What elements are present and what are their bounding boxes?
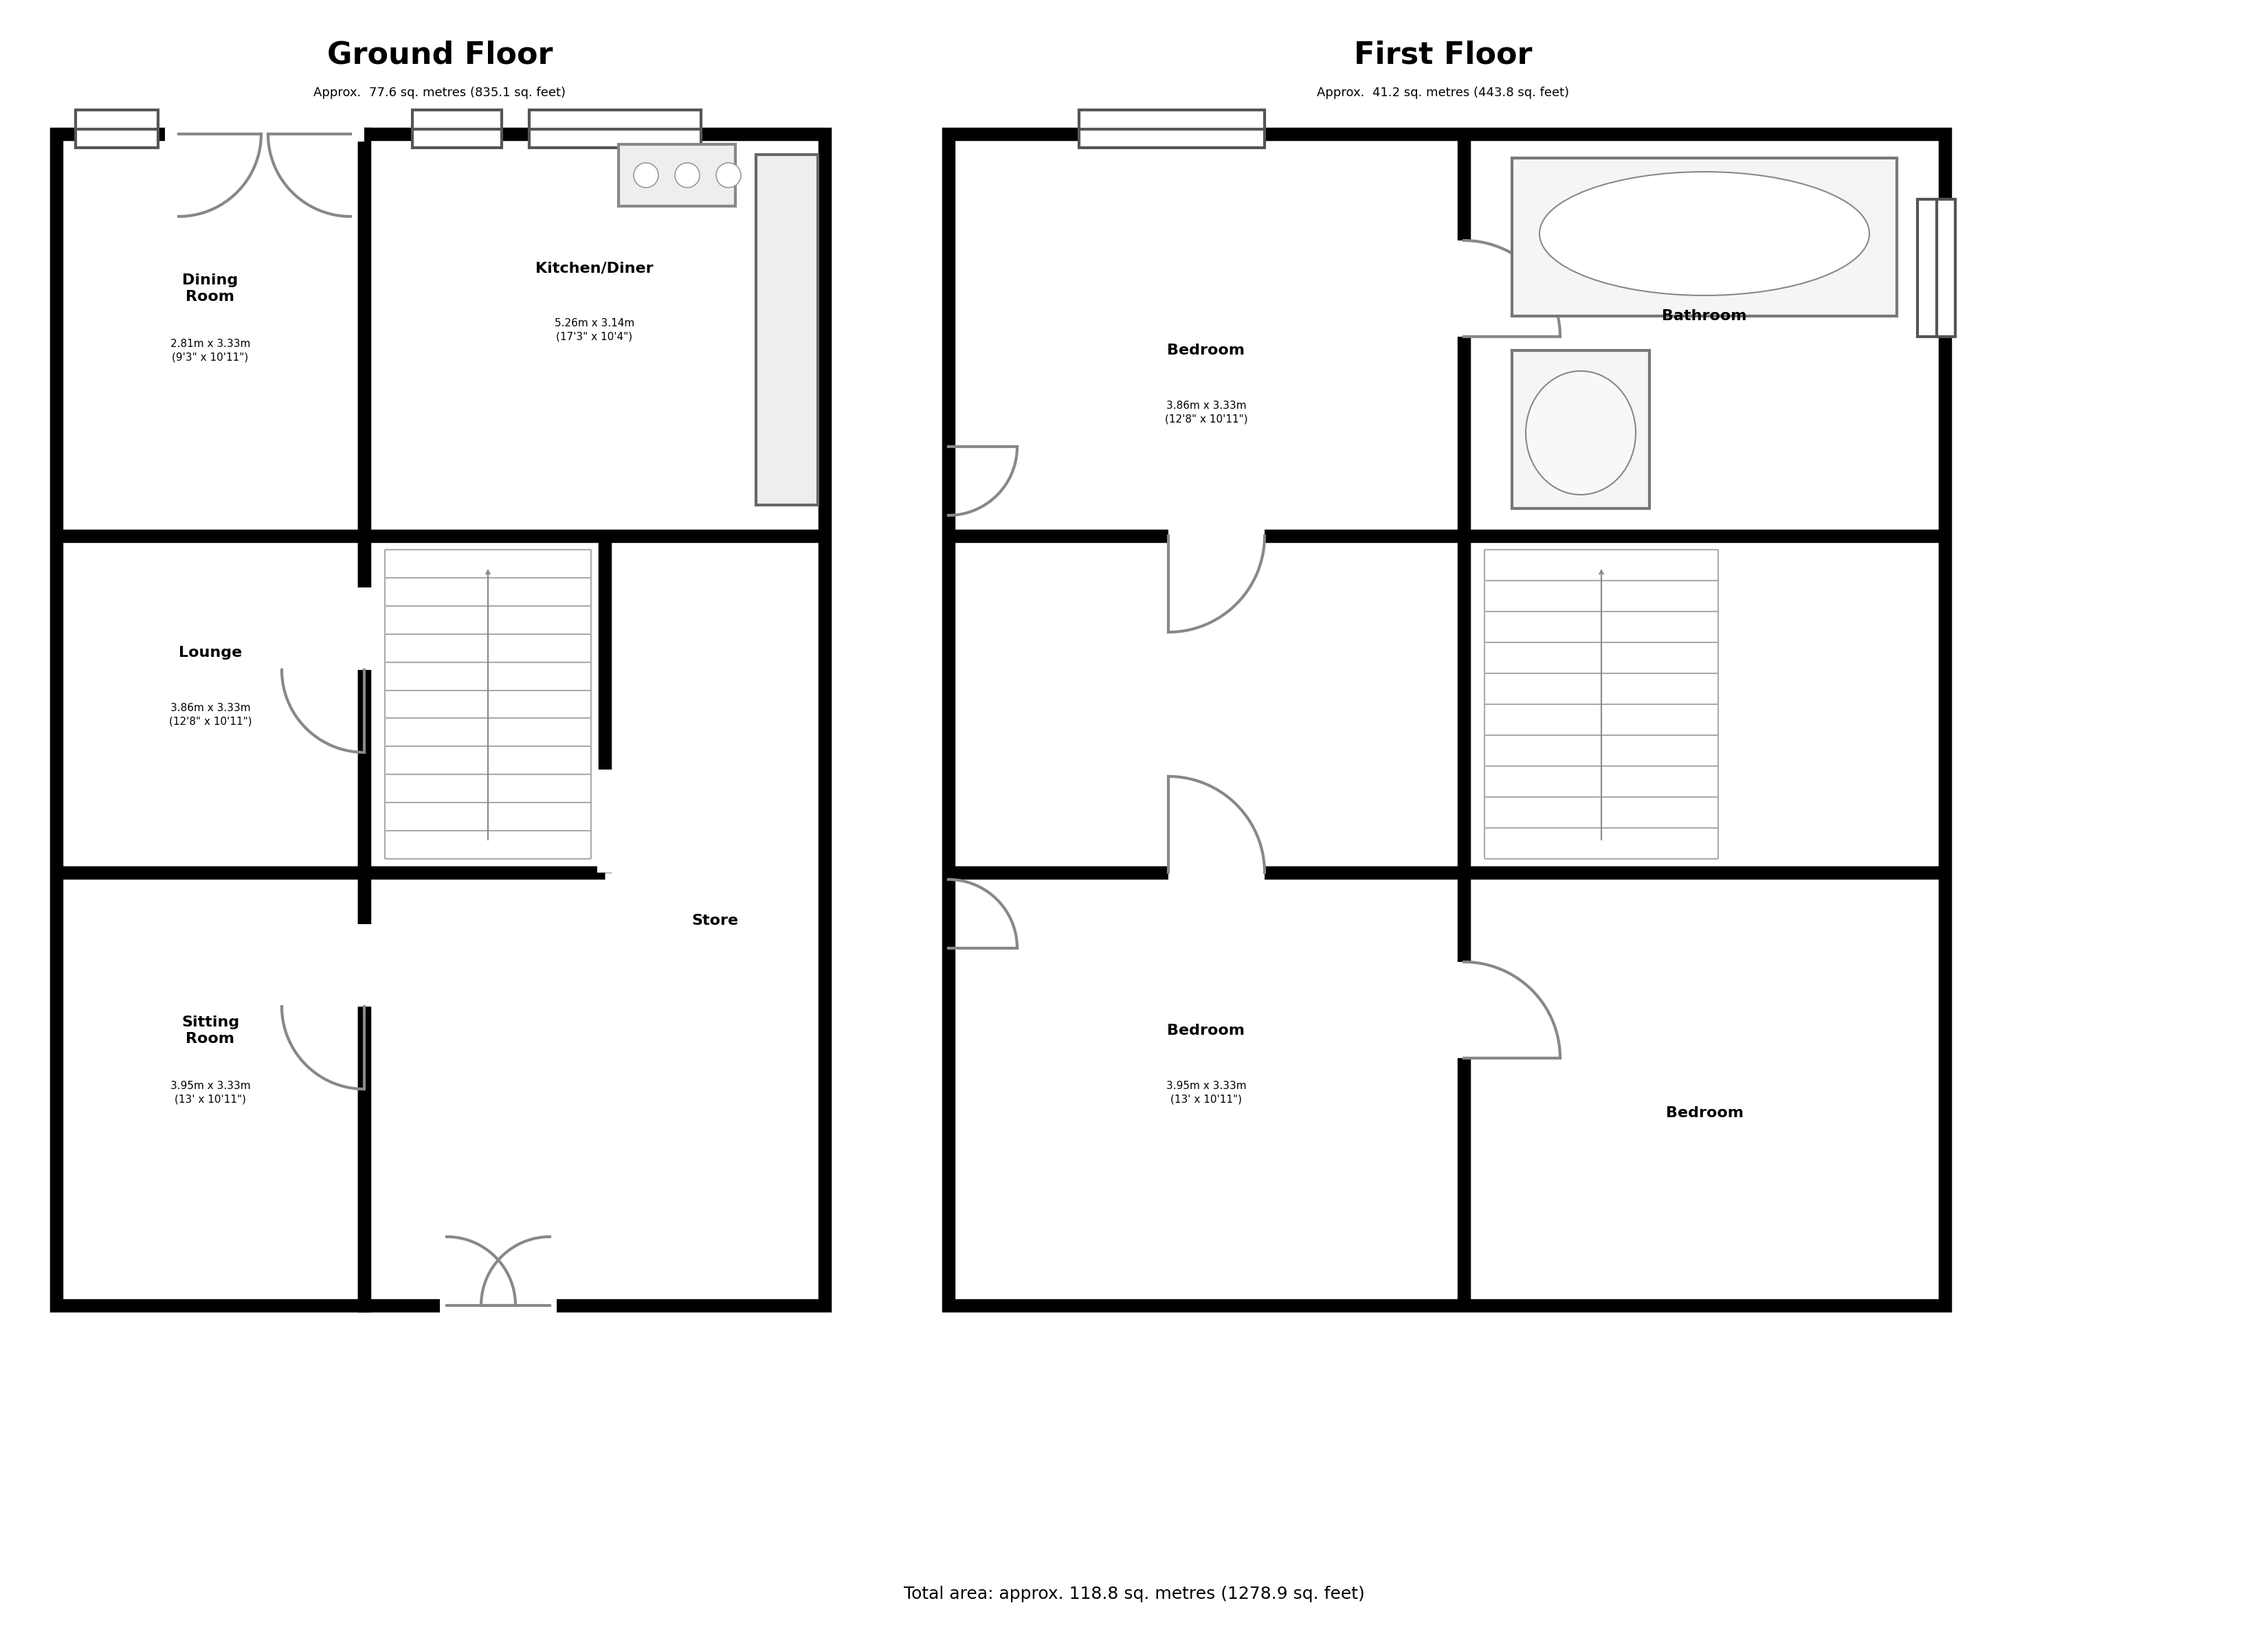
Bar (1513, 158, 1896, 317)
Text: Bathroom: Bathroom (1662, 310, 1746, 323)
Ellipse shape (1526, 371, 1635, 495)
Bar (1513, 350, 1649, 508)
Bar (75, 110, 159, 148)
Bar (413, 110, 501, 148)
Text: Bedroom: Bedroom (1168, 1024, 1245, 1037)
Text: Total area: approx. 118.8 sq. metres (1278.9 sq. feet): Total area: approx. 118.8 sq. metres (12… (903, 1586, 1365, 1603)
Text: Lounge: Lounge (179, 646, 243, 660)
Bar (755, 155, 819, 505)
Text: Kitchen/Diner: Kitchen/Diner (535, 261, 653, 275)
Text: Approx.  41.2 sq. metres (443.8 sq. feet): Approx. 41.2 sq. metres (443.8 sq. feet) (1318, 86, 1569, 99)
Circle shape (633, 163, 658, 188)
Text: 2.81m x 3.33m
(9'3" x 10'11"): 2.81m x 3.33m (9'3" x 10'11") (170, 338, 249, 363)
Circle shape (676, 163, 699, 188)
Text: Bedroom: Bedroom (1168, 343, 1245, 358)
Text: First Floor: First Floor (1354, 40, 1533, 69)
Ellipse shape (1540, 171, 1869, 295)
Text: Approx.  77.6 sq. metres (835.1 sq. feet): Approx. 77.6 sq. metres (835.1 sq. feet) (313, 86, 567, 99)
Text: 5.26m x 3.14m
(17'3" x 10'4"): 5.26m x 3.14m (17'3" x 10'4") (556, 318, 635, 341)
Text: Bedroom: Bedroom (1665, 1106, 1744, 1120)
Text: Ground Floor: Ground Floor (327, 40, 553, 69)
Text: 3.86m x 3.33m
(12'8" x 10'11"): 3.86m x 3.33m (12'8" x 10'11") (168, 702, 252, 727)
Text: 3.95m x 3.33m
(13' x 10'11"): 3.95m x 3.33m (13' x 10'11") (1166, 1080, 1245, 1105)
Text: 3.86m x 3.33m
(12'8" x 10'11"): 3.86m x 3.33m (12'8" x 10'11") (1166, 401, 1247, 424)
Text: Dining
Room: Dining Room (181, 274, 238, 303)
Circle shape (717, 163, 742, 188)
Text: 3.95m x 3.33m
(13' x 10'11"): 3.95m x 3.33m (13' x 10'11") (170, 1080, 249, 1105)
Bar (528, 110, 701, 148)
Bar (1080, 110, 1266, 148)
Bar (365, 134, 826, 1306)
Bar (948, 134, 1946, 1306)
Text: Store: Store (692, 914, 737, 927)
Bar (57, 134, 365, 1306)
Bar (1916, 200, 1955, 336)
Text: Sitting
Room: Sitting Room (181, 1016, 238, 1045)
Bar (619, 143, 735, 206)
